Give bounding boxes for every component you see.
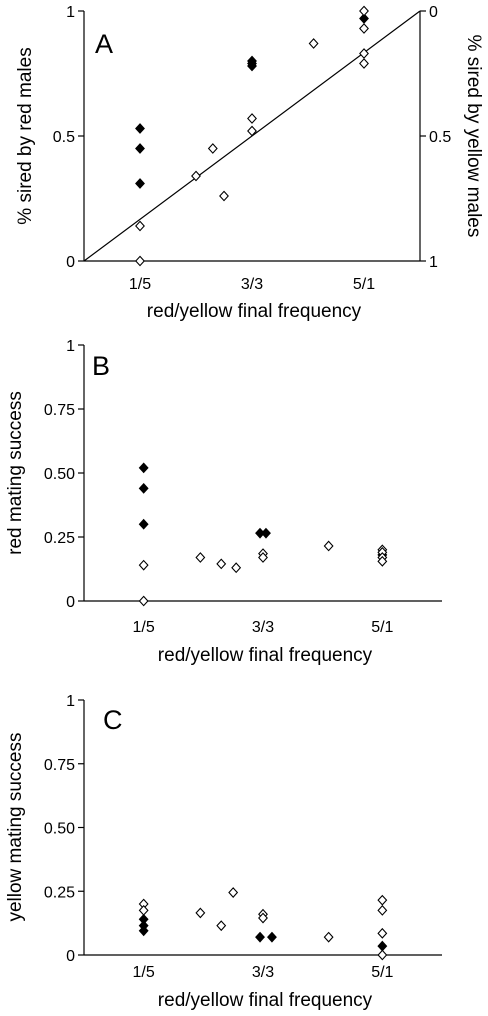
panel-letter: B: [92, 351, 110, 381]
x-axis-title: red/yellow final frequency: [158, 990, 373, 1011]
y-tick-label: 0.50: [44, 466, 75, 483]
data-point-open: [138, 904, 149, 916]
x-tick-label: 5/1: [371, 619, 393, 636]
y-axis-title: % sired by red males: [15, 47, 36, 224]
data-point-filled: [138, 518, 149, 530]
data-point-open: [138, 595, 149, 607]
panel-letter: A: [95, 29, 113, 59]
y-right-tick-label: 0.5: [429, 129, 451, 146]
y-tick-label: 0: [66, 948, 75, 965]
data-point-open: [359, 5, 369, 17]
y-tick-label: 0.50: [44, 821, 75, 838]
x-tick-label: 5/1: [371, 964, 393, 981]
y-tick-label: 1: [66, 4, 75, 21]
data-point-open: [207, 143, 218, 154]
data-point-open: [258, 552, 268, 563]
y-tick-label: 0.25: [44, 884, 75, 901]
x-tick-label: 5/1: [353, 276, 375, 293]
data-point-open: [228, 887, 239, 898]
data-point-open: [359, 23, 369, 34]
y-axis-right-title: % sired by yellow males: [463, 35, 484, 238]
data-point-filled: [135, 143, 145, 154]
y-axis-title: red mating success: [5, 391, 26, 555]
data-point-open: [323, 540, 334, 552]
data-point-open: [135, 220, 145, 232]
y-tick-label: 0.75: [44, 402, 75, 419]
x-tick-label: 1/5: [129, 276, 151, 293]
data-point-open: [359, 58, 369, 69]
data-point-filled: [138, 482, 149, 494]
x-axis-title: red/yellow final frequency: [158, 645, 373, 666]
data-point-open: [258, 912, 268, 924]
panel-b: B red mating success red/yellow final fr…: [5, 338, 442, 666]
x-tick-label: 3/3: [241, 276, 263, 293]
x-tick-label: 3/3: [252, 964, 274, 981]
panel-a: A % sired by red males % sired by yellow…: [15, 4, 484, 322]
data-point-open: [219, 190, 229, 202]
y-axis-title: yellow mating success: [5, 732, 26, 921]
x-axis-title: red/yellow final frequency: [147, 301, 362, 322]
panel-letter: C: [103, 705, 123, 735]
x-tick-label: 1/5: [133, 964, 155, 981]
y-tick-label: 0.75: [44, 757, 75, 774]
data-point-filled: [135, 178, 145, 189]
data-point-filled: [267, 931, 277, 943]
data-point-open: [216, 558, 227, 570]
y-tick-label: 0: [66, 254, 75, 271]
data-point-open: [377, 927, 388, 939]
y-tick-label: 0.5: [53, 129, 75, 146]
data-point-open: [195, 552, 206, 563]
data-point-filled: [138, 925, 149, 937]
data-point-filled: [261, 527, 271, 539]
y-tick-label: 0.25: [44, 530, 75, 547]
data-point-open: [138, 559, 149, 571]
data-point-open: [231, 562, 242, 574]
data-point-open: [308, 38, 319, 49]
data-point-filled: [377, 940, 388, 952]
y-right-tick-label: 1: [429, 254, 438, 271]
data-point-open: [377, 904, 388, 916]
data-point-open: [135, 255, 145, 267]
data-point-open: [323, 931, 334, 943]
y-tick-label: 1: [66, 693, 75, 710]
data-point-open: [216, 920, 227, 932]
data-point-open: [377, 949, 388, 961]
data-point-open: [195, 907, 206, 919]
x-tick-label: 3/3: [252, 619, 274, 636]
x-tick-label: 1/5: [133, 619, 155, 636]
data-point-open: [247, 113, 257, 124]
y-tick-label: 1: [66, 338, 75, 355]
data-point-filled: [135, 123, 145, 134]
data-point-filled: [247, 60, 257, 72]
panel-c: C yellow mating success red/yellow final…: [5, 693, 442, 1011]
data-point-open: [377, 894, 388, 906]
data-point-open: [377, 555, 388, 567]
data-point-open: [191, 170, 201, 182]
data-point-filled: [138, 462, 149, 474]
y-tick-label: 0: [66, 594, 75, 611]
data-point-open: [247, 125, 257, 137]
data-point-filled: [255, 931, 265, 943]
y-right-tick-label: 0: [429, 4, 438, 21]
